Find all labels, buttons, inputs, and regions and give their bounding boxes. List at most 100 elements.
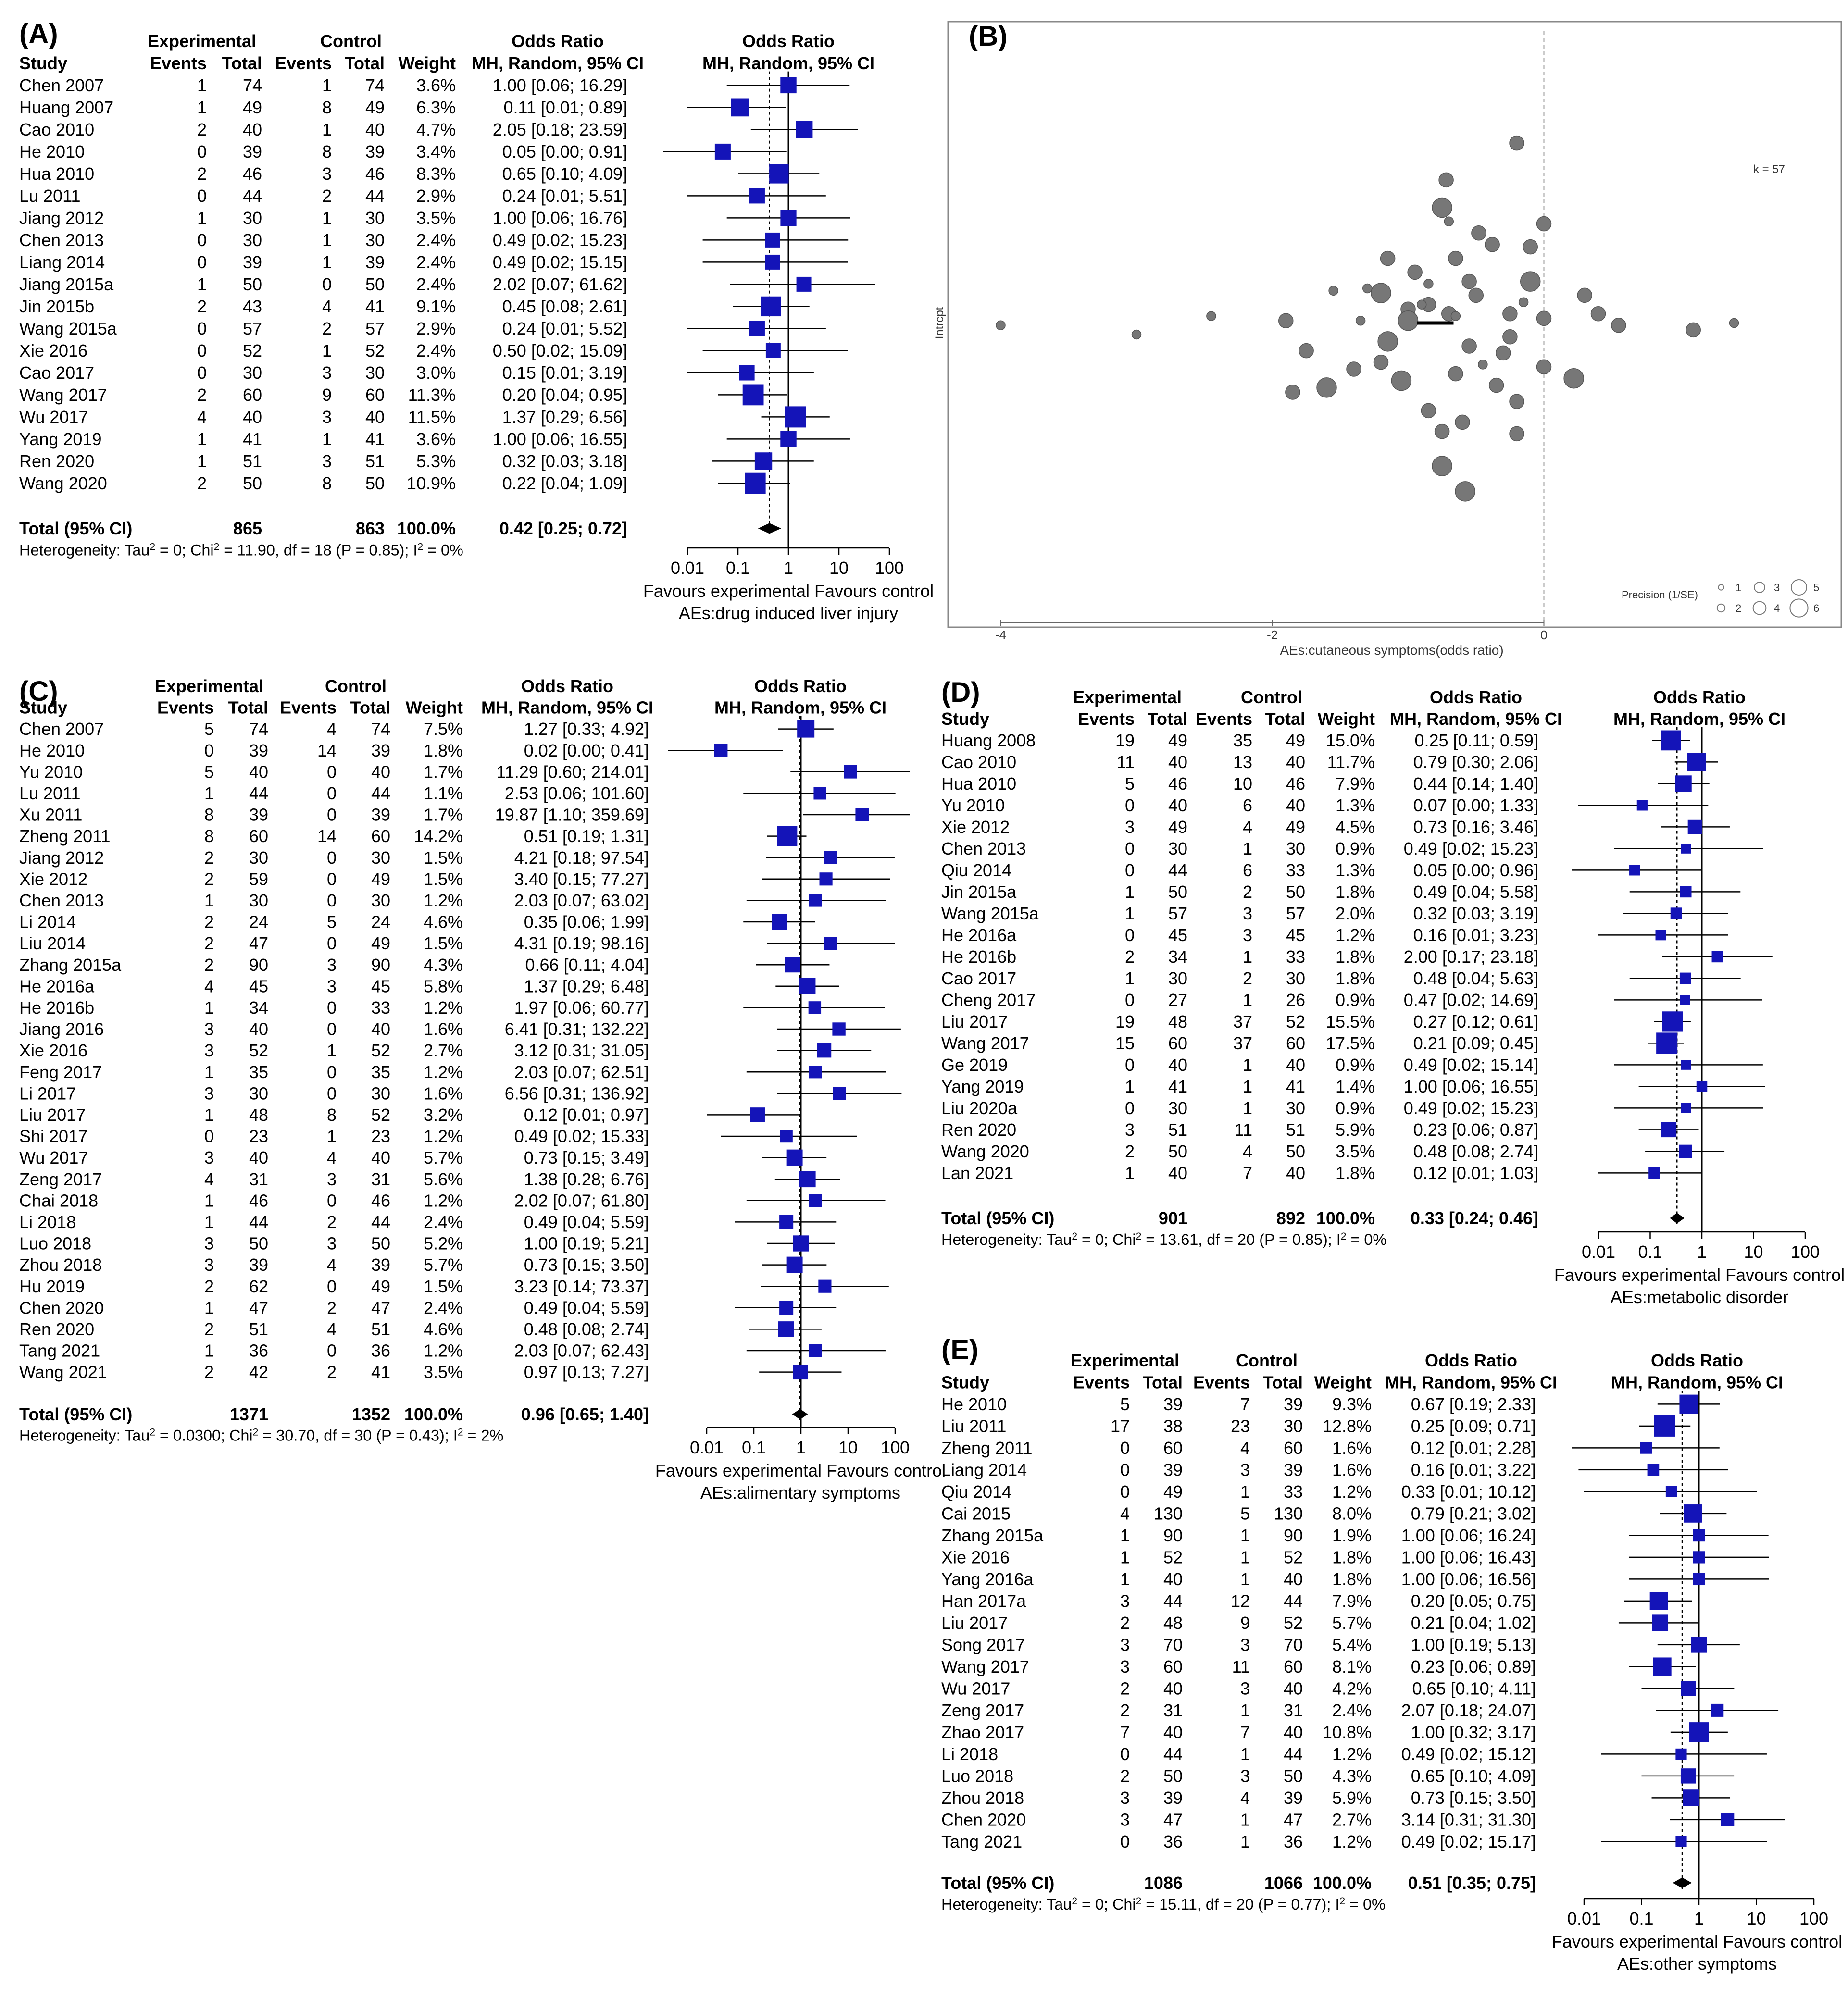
ctrl-events: 8 [322, 473, 332, 493]
ctrl-total: 30 [371, 848, 390, 868]
ctrl-events: 0 [327, 1277, 337, 1296]
study-name: Chen 2020 [19, 1298, 104, 1317]
ci-value: 0.23 [0.06; 0.87] [1413, 1120, 1538, 1140]
study-name: Jin 2015b [19, 297, 94, 316]
ci-value: 0.65 [0.10; 4.11] [1412, 1679, 1536, 1699]
ctrl-total: 49 [1286, 731, 1305, 750]
study-name: He 2010 [19, 142, 85, 161]
study-name: Xie 2016 [941, 1548, 1010, 1567]
effect-box [1693, 1573, 1705, 1586]
exp-total: 40 [243, 407, 262, 427]
ctrl-total: 31 [371, 1169, 390, 1189]
exp-total: 30 [249, 848, 268, 868]
ci-value: 0.49 [0.02; 15.12] [1401, 1744, 1536, 1764]
ci-value: 3.40 [0.15; 77.27] [514, 869, 649, 889]
ci-value: 0.49 [0.04; 5.59] [524, 1212, 649, 1232]
ctrl-total: 51 [371, 1319, 390, 1339]
effect-box [819, 872, 833, 886]
exp-total: 24 [249, 912, 268, 932]
exp-events: 3 [1120, 1591, 1130, 1611]
ctrl-total: 41 [365, 429, 385, 449]
legend-label: 3 [1774, 582, 1780, 594]
study-name: Wang 2017 [941, 1033, 1029, 1053]
legend-symbol [1718, 584, 1724, 591]
effect-box [1661, 730, 1681, 751]
ci-value: 0.25 [0.09; 0.71] [1411, 1416, 1536, 1436]
ctrl-total: 30 [371, 891, 390, 910]
ci-value: 0.49 [0.02; 15.33] [514, 1127, 649, 1146]
ctrl-events: 3 [327, 955, 337, 975]
weight-value: 4.6% [424, 1319, 463, 1339]
exp-events: 0 [1120, 1832, 1130, 1851]
exp-total: 45 [1168, 925, 1187, 945]
ctrl-events: 3 [322, 407, 332, 427]
study-point [1398, 310, 1419, 331]
study-name: Zhou 2018 [941, 1788, 1024, 1808]
ci-value: 1.00 [0.06; 16.55] [1404, 1077, 1538, 1096]
exp-events: 1 [204, 1341, 214, 1361]
header-odds-ratio: Odds Ratio [1430, 687, 1522, 707]
weight-value: 9.3% [1332, 1394, 1372, 1414]
exp-total: 62 [249, 1277, 268, 1296]
effect-box [785, 406, 806, 428]
effect-box [749, 321, 765, 336]
exp-events: 3 [204, 1019, 214, 1039]
ctrl-total: 26 [1286, 990, 1305, 1010]
study-name: Xie 2016 [19, 341, 87, 360]
exp-total: 43 [243, 297, 262, 316]
ctrl-total: 39 [365, 252, 385, 272]
header-total-control: Total [350, 698, 390, 718]
study-name: He 2016b [19, 998, 94, 1018]
exp-total: 36 [249, 1341, 268, 1361]
header-method-plot: MH, Random, 95% CI [714, 698, 887, 718]
effect-box [809, 1344, 822, 1357]
header-odds-ratio: Odds Ratio [1425, 1351, 1517, 1370]
effect-box [799, 978, 816, 994]
study-point [1448, 366, 1463, 382]
ci-value: 0.07 [0.00; 1.33] [1413, 795, 1538, 815]
header-method: MH, Random, 95% CI [1385, 1373, 1557, 1392]
ctrl-total: 44 [1284, 1744, 1303, 1764]
weight-value: 4.5% [1336, 817, 1375, 837]
ci-value: 1.27 [0.33; 4.92] [524, 719, 649, 739]
weight-value: 1.6% [424, 1019, 463, 1039]
ctrl-events: 8 [327, 1105, 337, 1125]
exp-events: 2 [1120, 1766, 1130, 1786]
header-total: Total [1148, 709, 1187, 729]
exp-events: 0 [1125, 860, 1135, 880]
ci-value: 0.73 [0.16; 3.46] [1413, 817, 1538, 837]
study-name: Huang 2007 [19, 98, 113, 117]
header-odds-ratio-plot: Odds Ratio [742, 31, 835, 51]
study-name: Hu 2019 [19, 1277, 85, 1296]
exp-total: 39 [249, 1255, 268, 1275]
exp-events: 1 [1120, 1569, 1130, 1589]
study-name: Lu 2011 [19, 783, 80, 803]
study-point [1328, 286, 1338, 296]
weight-value: 10.9% [407, 473, 456, 493]
x-tick-label: 1 [784, 558, 793, 578]
ci-value: 0.05 [0.00; 0.91] [502, 142, 627, 161]
ctrl-total: 57 [1286, 904, 1305, 923]
exp-total: 30 [243, 230, 262, 250]
ci-value: 0.15 [0.01; 3.19] [502, 363, 627, 383]
effect-box [754, 452, 773, 470]
ctrl-events: 1 [1243, 1077, 1252, 1096]
weight-value: 5.7% [424, 1255, 463, 1275]
weight-value: 1.5% [424, 1277, 463, 1296]
caption-d: AEs:metabolic disorder [1611, 1287, 1788, 1307]
ctrl-total: 40 [1284, 1679, 1303, 1699]
ctrl-total: 33 [371, 998, 390, 1018]
weight-value: 1.2% [424, 891, 463, 910]
ctrl-total: 74 [371, 719, 390, 739]
study-point [1536, 216, 1552, 232]
weight-value: 2.9% [416, 319, 456, 338]
study-name: Cai 2015 [941, 1504, 1011, 1524]
study-name: Jiang 2016 [19, 1019, 104, 1039]
exp-total: 57 [1168, 904, 1187, 923]
weight-value: 2.7% [424, 1041, 463, 1060]
exp-total: 23 [249, 1127, 268, 1146]
weight-value: 1.8% [1336, 882, 1375, 902]
study-name: Liang 2014 [941, 1460, 1027, 1480]
study-point [1206, 311, 1216, 321]
exp-events: 1 [197, 451, 207, 471]
